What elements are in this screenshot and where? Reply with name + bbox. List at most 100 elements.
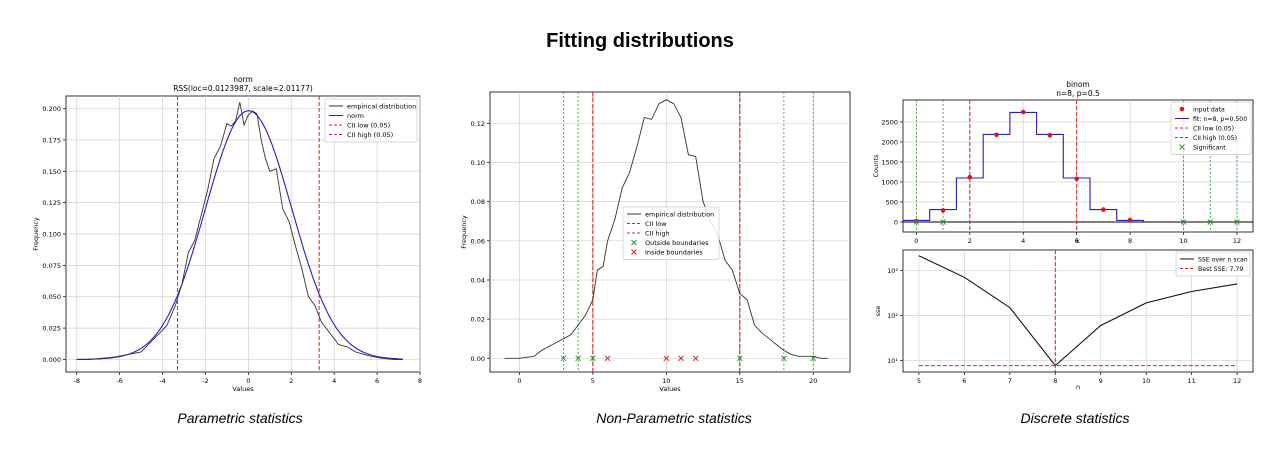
binom-xtick-label: 8 bbox=[1128, 237, 1132, 245]
np-ylabel: Frequency bbox=[460, 215, 468, 249]
norm-ylabel: Frequency bbox=[32, 217, 40, 251]
binom-xtick-label: 6 bbox=[1075, 237, 1079, 245]
sse-legend-entry: Best SSE: 7.79 bbox=[1198, 266, 1243, 273]
binom-input-point bbox=[1074, 176, 1079, 182]
np-outside-point bbox=[575, 355, 582, 362]
np-ytick-label: 0.12 bbox=[471, 120, 485, 128]
norm-xlabel: Values bbox=[232, 385, 254, 393]
norm-legend-entry: CII low (0.05) bbox=[347, 122, 390, 130]
binom-input-point bbox=[914, 218, 919, 224]
caption-nonparametric: Non-Parametric statistics bbox=[596, 410, 752, 426]
binom-input-point bbox=[1020, 109, 1026, 115]
sse-ylabel: sse bbox=[874, 306, 882, 317]
sse-frame bbox=[902, 249, 1254, 373]
np-outside-point bbox=[810, 355, 817, 362]
binom-ytick-label: 2000 bbox=[881, 139, 898, 147]
np-xtick-label: 0 bbox=[517, 377, 521, 385]
binom-legend-swatch bbox=[1179, 144, 1185, 150]
np-ytick-label: 0.02 bbox=[471, 316, 485, 324]
binom-significant-point bbox=[1180, 219, 1187, 225]
np-legend-swatch bbox=[631, 249, 637, 255]
norm-title: norm bbox=[233, 75, 253, 84]
binom-xtick-label: 0 bbox=[914, 237, 918, 245]
binom-legend-box bbox=[1170, 101, 1252, 155]
norm-legend-entry: norm bbox=[347, 112, 364, 120]
np-ytick-label: 0.04 bbox=[471, 276, 485, 284]
np-legend-entry: Outside boundaries bbox=[645, 239, 709, 247]
sse-ytick-label: 10³ bbox=[887, 267, 898, 275]
np-frame bbox=[489, 91, 851, 373]
norm-fit-line bbox=[76, 110, 403, 360]
binom-legend-entry: input data bbox=[1193, 107, 1225, 114]
norm-xtick-label: -4 bbox=[159, 377, 165, 385]
binom-subtitle: n=8, p=0.5 bbox=[1056, 89, 1100, 98]
binom-ytick-label: 1500 bbox=[881, 159, 898, 167]
norm-xtick-label: 6 bbox=[375, 377, 379, 385]
sse-xtick-label: 5 bbox=[917, 377, 921, 385]
binom-legend-entry: fit: n=8, p=0.500 bbox=[1193, 116, 1247, 123]
binom-legend-swatch bbox=[1179, 106, 1185, 112]
binom-title: binom bbox=[1066, 80, 1090, 89]
np-ytick-label: 0.06 bbox=[471, 237, 485, 245]
binom-input-point bbox=[994, 132, 999, 138]
np-xtick-label: 10 bbox=[662, 377, 670, 385]
sse-xlabel: n bbox=[1076, 383, 1080, 391]
binom-legend-entry: Significant bbox=[1193, 145, 1226, 152]
sse-ytick-label: 10¹ bbox=[887, 357, 898, 365]
norm-subtitle: RSS(loc=0.0123987, scale=2.01177) bbox=[173, 84, 313, 93]
norm-ytick-label: 0.150 bbox=[42, 168, 61, 176]
norm-ytick-label: 0.125 bbox=[42, 199, 61, 207]
binom-xtick-label: 10 bbox=[1179, 237, 1187, 245]
binom-significant-point bbox=[913, 219, 920, 225]
binom-ytick-label: 1000 bbox=[881, 179, 898, 187]
np-legend-entry: empirical distribution bbox=[645, 211, 714, 219]
np-xtick-label: 15 bbox=[736, 377, 744, 385]
norm-ytick-label: 0.175 bbox=[42, 136, 61, 144]
binom-xtick-label: 2 bbox=[968, 237, 972, 245]
sse-line bbox=[918, 255, 1238, 367]
np-xtick-label: 5 bbox=[591, 377, 595, 385]
sse-legend-entry: SSE over n scan bbox=[1198, 257, 1248, 264]
np-legend-entry: CII low bbox=[645, 220, 667, 228]
sse-xtick-label: 12 bbox=[1233, 377, 1241, 385]
norm-legend-entry: empirical distribution bbox=[347, 103, 416, 111]
binom-legend-entry: CII low (0.05) bbox=[1193, 126, 1234, 133]
np-outside-point bbox=[736, 355, 743, 362]
np-outside-point bbox=[560, 355, 567, 362]
binom-ylabel: Counts bbox=[872, 154, 880, 177]
np-inside-point bbox=[663, 355, 670, 362]
binom-significant-point bbox=[1207, 219, 1214, 225]
norm-xtick-label: -6 bbox=[116, 377, 122, 385]
binom-frame bbox=[902, 99, 1254, 233]
np-inside-point bbox=[692, 355, 699, 362]
norm-ytick-label: 0.100 bbox=[42, 231, 61, 239]
norm-xtick-label: -8 bbox=[73, 377, 79, 385]
binom-fit-step bbox=[903, 111, 1145, 222]
norm-ytick-label: 0.075 bbox=[42, 262, 61, 270]
np-inside-point bbox=[604, 355, 611, 362]
np-ytick-label: 0.00 bbox=[471, 355, 485, 363]
binom-input-point bbox=[1127, 217, 1133, 223]
np-xlabel: Values bbox=[659, 385, 681, 393]
norm-legend-box bbox=[324, 98, 418, 143]
binom-input-point bbox=[940, 208, 946, 213]
sse-xtick-label: 9 bbox=[1099, 377, 1103, 385]
np-ytick-label: 0.10 bbox=[471, 159, 485, 167]
np-legend-swatch bbox=[631, 239, 637, 246]
sse-xtick-label: 7 bbox=[1008, 377, 1012, 385]
binom-ytick-label: 500 bbox=[886, 199, 898, 207]
sse-xtick-label: 10 bbox=[1142, 377, 1150, 385]
np-ytick-label: 0.08 bbox=[471, 198, 485, 206]
binom-xtick-label: 12 bbox=[1233, 237, 1241, 245]
np-legend-box bbox=[622, 206, 720, 260]
binom-xtick-label: 4 bbox=[1021, 237, 1025, 245]
sse-xtick-label: 11 bbox=[1187, 377, 1195, 385]
sse-ytick-label: 10² bbox=[887, 312, 898, 320]
binom-ytick-label: 2500 bbox=[881, 119, 898, 127]
sse-xtick-label: 6 bbox=[962, 377, 966, 385]
caption-parametric: Parametric statistics bbox=[177, 410, 303, 426]
